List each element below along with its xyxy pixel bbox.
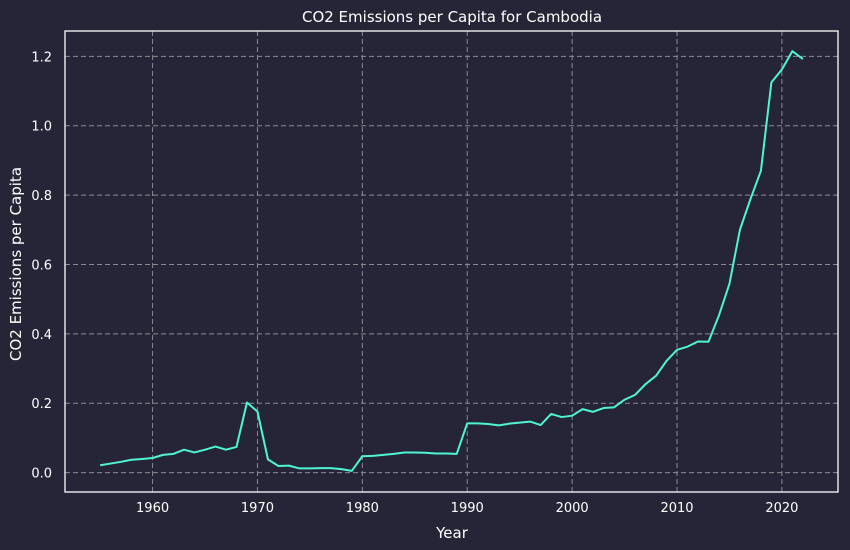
y-axis-title: CO2 Emissions per Capita [7,167,25,361]
series-line [99,50,804,472]
y-tick-label: 1.0 [31,120,52,135]
chart-title: CO2 Emissions per Capita for Cambodia [302,8,602,26]
x-tick-label: 2020 [765,501,798,516]
x-tick-label: 1990 [451,501,484,516]
y-tick-label: 0.6 [31,258,52,273]
grid-lines [65,31,838,492]
x-axis-ticks: 1960 1970 1980 1990 2000 2010 2020 [136,501,798,516]
x-tick-label: 1970 [241,501,274,516]
x-tick-label: 2000 [556,501,589,516]
y-tick-label: 0.2 [31,397,52,412]
y-tick-label: 0.0 [31,467,52,482]
x-axis-title: Year [435,524,469,542]
x-tick-label: 2010 [660,501,693,516]
plot-area-frame [64,30,839,493]
y-tick-label: 0.8 [31,189,52,204]
y-tick-label: 1.2 [31,50,52,65]
x-tick-label: 1960 [136,501,169,516]
y-axis-ticks: 0.0 0.2 0.4 0.6 0.8 1.0 1.2 [31,50,52,481]
series-layer [99,50,804,472]
y-tick-label: 0.4 [31,328,52,343]
x-tick-label: 1980 [346,501,379,516]
